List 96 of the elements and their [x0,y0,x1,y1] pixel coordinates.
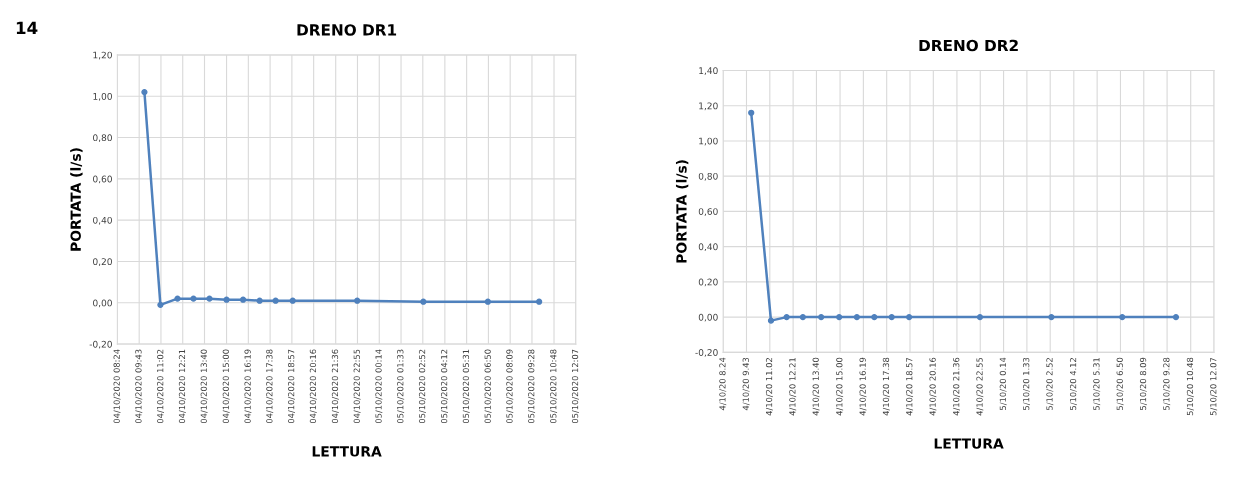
x-tick-label: 4/10/20 17.38 [882,357,890,416]
x-tick-label: 05/10/2020 01:33 [397,349,405,424]
x-tick-label: 05/10/2020 02:52 [418,349,426,424]
x-tick-label: 5/10/20 9.28 [1163,357,1171,410]
point [536,298,543,305]
y-tick-label: 0,00 [698,313,718,322]
y-tick-label: 0,20 [698,278,718,287]
point [888,313,895,321]
point [853,313,861,321]
chart-title: DRENO DR2 [919,39,1018,52]
y-axis-title: PORTATA (l/s) [675,160,689,263]
y-tick-label: 1,00 [93,92,112,101]
x-tick-label: 4/10/20 15.00 [836,357,844,416]
point [157,301,164,308]
x-axis-title: LETTURA [312,446,382,457]
x-tick-label: 04/10/2020 12:21 [178,349,186,424]
x-tick-label: 4/10/20 22.55 [976,357,984,416]
y-tick-label: -0,20 [89,340,112,349]
x-tick-label: 4/10/20 12.21 [789,357,797,416]
x-tick-label: 04/10/2020 13:40 [200,349,208,424]
point [748,109,755,116]
x-tick-label: 05/10/2020 12:07 [571,349,579,424]
x-tick-label: 4/10/20 21.36 [953,357,961,416]
point [256,297,263,304]
y-tick-label: 1,00 [699,137,718,146]
x-tick-label: 05/10/2020 10:48 [550,349,558,424]
x-tick-label: 05/10/2020 00:14 [375,349,383,424]
point [289,297,296,304]
x-tick-label: 04/10/2020 17:38 [266,349,274,424]
point [354,297,361,304]
x-tick-label: 5/10/20 10.48 [1186,357,1194,416]
chart-title: DRENO DR1 [297,24,397,36]
x-tick-label: 5/10/20 0.14 [999,357,1007,410]
x-tick-label: 5/10/20 12.07 [1210,357,1218,416]
x-tick-label: 5/10/20 8.09 [1139,357,1147,410]
y-tick-label: 1,40 [699,67,718,75]
y-tick-label: 1,20 [93,51,112,60]
x-tick-label: 5/10/20 6.50 [1116,357,1124,410]
point [818,313,825,321]
y-tick-label: 0,60 [698,208,718,216]
y-tick-label: 0,80 [698,172,718,181]
point [767,317,775,324]
y-tick-label: 0,20 [93,258,112,266]
point [190,295,197,302]
x-tick-label: 05/10/2020 08:09 [506,349,514,424]
x-tick-label: 04/10/2020 15:00 [222,349,230,424]
text: 14 [16,21,38,35]
x-tick-label: 5/10/20 5.31 [1093,357,1101,410]
y-tick-label: 0,40 [93,216,112,225]
x-tick-label: 04/10/2020 21:36 [331,349,339,424]
point [272,297,279,304]
point [836,313,843,321]
x-tick-label: 04/10/2020 08:24 [113,349,121,424]
x-tick-label: 04/10/2020 09:43 [135,349,143,424]
x-tick-label: 4/10/20 20.16 [929,357,937,416]
point [484,298,491,305]
x-tick-label: 5/10/20 2.52 [1046,358,1054,410]
y-tick-label: -0,20 [695,349,718,357]
point [783,313,790,321]
point [206,295,213,302]
x-axis-title: LETTURA [934,438,1004,449]
x-tick-label: 04/10/2020 22:55 [353,349,361,424]
point [799,313,806,321]
y-tick-label: 1,20 [699,102,718,111]
point [1172,313,1180,321]
x-tick-label: 4/10/20 9.43 [742,357,750,411]
x-tick-label: 05/10/2020 06:50 [484,349,492,424]
x-tick-label: 04/10/2020 20:16 [309,349,317,424]
x-tick-label: 04/10/2020 16:19 [244,349,252,424]
x-tick-label: 05/10/2020 04:12 [440,349,448,424]
y-axis-title: PORTATA (l/s) [70,148,83,251]
point [1119,313,1126,321]
point [976,313,984,321]
x-tick-label: 04/10/2020 18:57 [288,349,295,424]
x-tick-label: 5/10/20 1.33 [1023,357,1030,410]
point [141,88,148,96]
point [871,313,878,321]
point [239,296,247,303]
x-tick-label: 4/10/20 16.19 [859,357,867,416]
y-tick-label: 0,40 [698,243,718,252]
point [1048,313,1055,321]
x-tick-label: 4/10/20 11.02 [765,358,773,416]
point [420,298,427,305]
x-tick-label: 04/10/2020 11:02 [157,349,165,424]
x-tick-label: 4/10/20 18.57 [906,357,914,416]
x-tick-label: 4/10/20 13.40 [812,357,820,416]
x-tick-label: 05/10/2020 05:31 [462,349,470,424]
x-tick-label: 05/10/2020 09:28 [528,349,536,424]
point [174,295,181,302]
y-tick-label: 0,00 [93,299,112,308]
point [223,296,230,303]
y-tick-label: 0,60 [93,175,112,184]
x-tick-label: 5/10/20 4.12 [1069,358,1077,410]
x-tick-label: 4/10/20 8.24 [719,357,727,411]
y-tick-label: 0,80 [93,134,112,143]
point [905,313,913,321]
